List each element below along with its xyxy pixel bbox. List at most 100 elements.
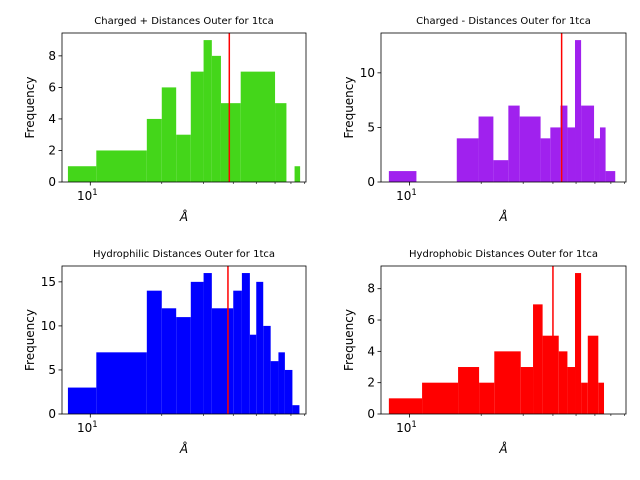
- histogram-bar: [567, 127, 576, 182]
- x-axis-label: Å: [498, 441, 507, 456]
- histogram-bar: [594, 138, 600, 182]
- y-tick-label: 15: [41, 275, 56, 289]
- histogram-bar: [67, 166, 97, 182]
- histogram-bar: [240, 71, 276, 182]
- histogram-bar: [161, 87, 177, 182]
- histogram-bar: [190, 71, 204, 182]
- histogram-bar: [587, 335, 599, 414]
- y-tick-label: 4: [48, 112, 56, 126]
- subplot-3: 101 0 5 10 15 Hydrophilic Distances Outer for…: [23, 249, 307, 456]
- histogram-bar: [494, 351, 521, 414]
- histogram-bar: [456, 138, 479, 182]
- histogram-bar: [67, 387, 97, 414]
- histogram-bar: [96, 352, 147, 414]
- histogram-bar: [575, 273, 582, 414]
- y-tick-label: 8: [367, 282, 375, 296]
- y-tick-label: 2: [367, 376, 375, 390]
- axes-frame: [61, 265, 307, 415]
- x-axis-label: Å: [179, 441, 188, 456]
- y-tick-label: 0: [48, 175, 56, 189]
- axes-frame: [380, 265, 627, 415]
- histogram-bar: [96, 150, 147, 182]
- histogram-bar: [575, 40, 582, 182]
- histogram-bar: [275, 103, 287, 182]
- x-axis-label: Å: [179, 209, 188, 224]
- axes-frame: [61, 32, 307, 183]
- histogram-bar: [508, 105, 520, 182]
- histogram-bar: [203, 273, 212, 414]
- histogram-bar: [567, 367, 576, 414]
- histogram-bar: [278, 352, 285, 414]
- y-tick-label: 6: [48, 80, 56, 94]
- subplot-title: Hydrophilic Distances Outer for 1tca: [93, 249, 275, 260]
- y-axis-label: Frequency: [23, 77, 37, 139]
- axes-frame: [380, 32, 627, 183]
- y-tick-label: 5: [48, 363, 56, 377]
- histogram-bar: [540, 138, 551, 182]
- histogram-bar: [203, 40, 212, 182]
- histogram-bar: [146, 290, 162, 414]
- subplot-4: 101 0 2 4 6 8 Hydrophobic Distances Outer for …: [342, 249, 627, 456]
- x-tick-label: 101: [396, 188, 417, 203]
- histogram-bar: [241, 273, 250, 414]
- histogram-bar: [176, 134, 191, 182]
- y-tick-label: 8: [48, 49, 56, 63]
- histogram-bar: [493, 160, 509, 182]
- y-tick-label: 0: [48, 407, 56, 421]
- x-tick-label: 101: [77, 420, 98, 435]
- y-axis-label: Frequency: [342, 77, 356, 139]
- histogram-bar: [478, 116, 494, 182]
- y-tick-label: 4: [367, 344, 375, 358]
- y-tick-label: 6: [367, 313, 375, 327]
- histogram-bar: [542, 335, 559, 414]
- histogram-bar: [581, 382, 588, 414]
- histogram-bar: [533, 304, 543, 414]
- histogram-bar: [599, 127, 606, 182]
- histogram-bar: [190, 281, 204, 414]
- histogram-bar: [176, 317, 191, 414]
- histogram-bar: [233, 290, 242, 414]
- histogram-bar: [249, 334, 257, 414]
- histogram-bar: [560, 105, 568, 182]
- x-tick-label: 101: [77, 188, 98, 203]
- y-tick-label: 0: [367, 175, 375, 189]
- subplot-title: Charged - Distances Outer for 1tca: [416, 16, 591, 27]
- histogram-bar: [458, 367, 480, 414]
- y-tick-label: 2: [48, 143, 56, 157]
- histogram-bar: [270, 361, 279, 414]
- histogram-bar: [292, 405, 300, 414]
- histogram-bar: [211, 308, 234, 414]
- subplot-title: Hydrophobic Distances Outer for 1tca: [409, 249, 598, 260]
- histogram-bar: [211, 55, 221, 182]
- histogram-bar: [479, 382, 495, 414]
- y-tick-label: 0: [367, 407, 375, 421]
- histogram-bar: [598, 382, 605, 414]
- histogram-bar: [388, 398, 423, 414]
- subplot-title: Charged + Distances Outer for 1tca: [94, 16, 274, 27]
- histogram-bar: [263, 325, 271, 414]
- subplot-2: 101 0 5 10 Charged - Distances Outer for 1tc…: [342, 16, 627, 224]
- histogram-bar: [161, 308, 177, 414]
- histogram-bar: [519, 116, 541, 182]
- histogram-bar: [256, 281, 264, 414]
- histogram-bar: [422, 382, 459, 414]
- y-tick-label: 10: [360, 66, 375, 80]
- y-tick-label: 5: [367, 120, 375, 134]
- histogram-bar: [605, 171, 616, 182]
- histogram-bar: [581, 105, 595, 182]
- histogram-bar: [550, 127, 561, 182]
- y-axis-label: Frequency: [342, 309, 356, 371]
- histogram-bar: [284, 369, 293, 414]
- histogram-bar: [220, 103, 241, 182]
- x-tick-label: 101: [396, 420, 417, 435]
- histogram-bar: [294, 166, 301, 182]
- histogram-bar: [520, 367, 534, 414]
- y-axis-label: Frequency: [23, 309, 37, 371]
- histogram-bar: [146, 118, 162, 182]
- histogram-bar: [558, 351, 568, 414]
- y-tick-label: 10: [41, 319, 56, 333]
- subplot-1: 101 0 2 4 6 8 Charged + Distances Outer for 1t…: [23, 16, 307, 224]
- histogram-bar: [388, 171, 417, 182]
- x-axis-label: Å: [498, 209, 507, 224]
